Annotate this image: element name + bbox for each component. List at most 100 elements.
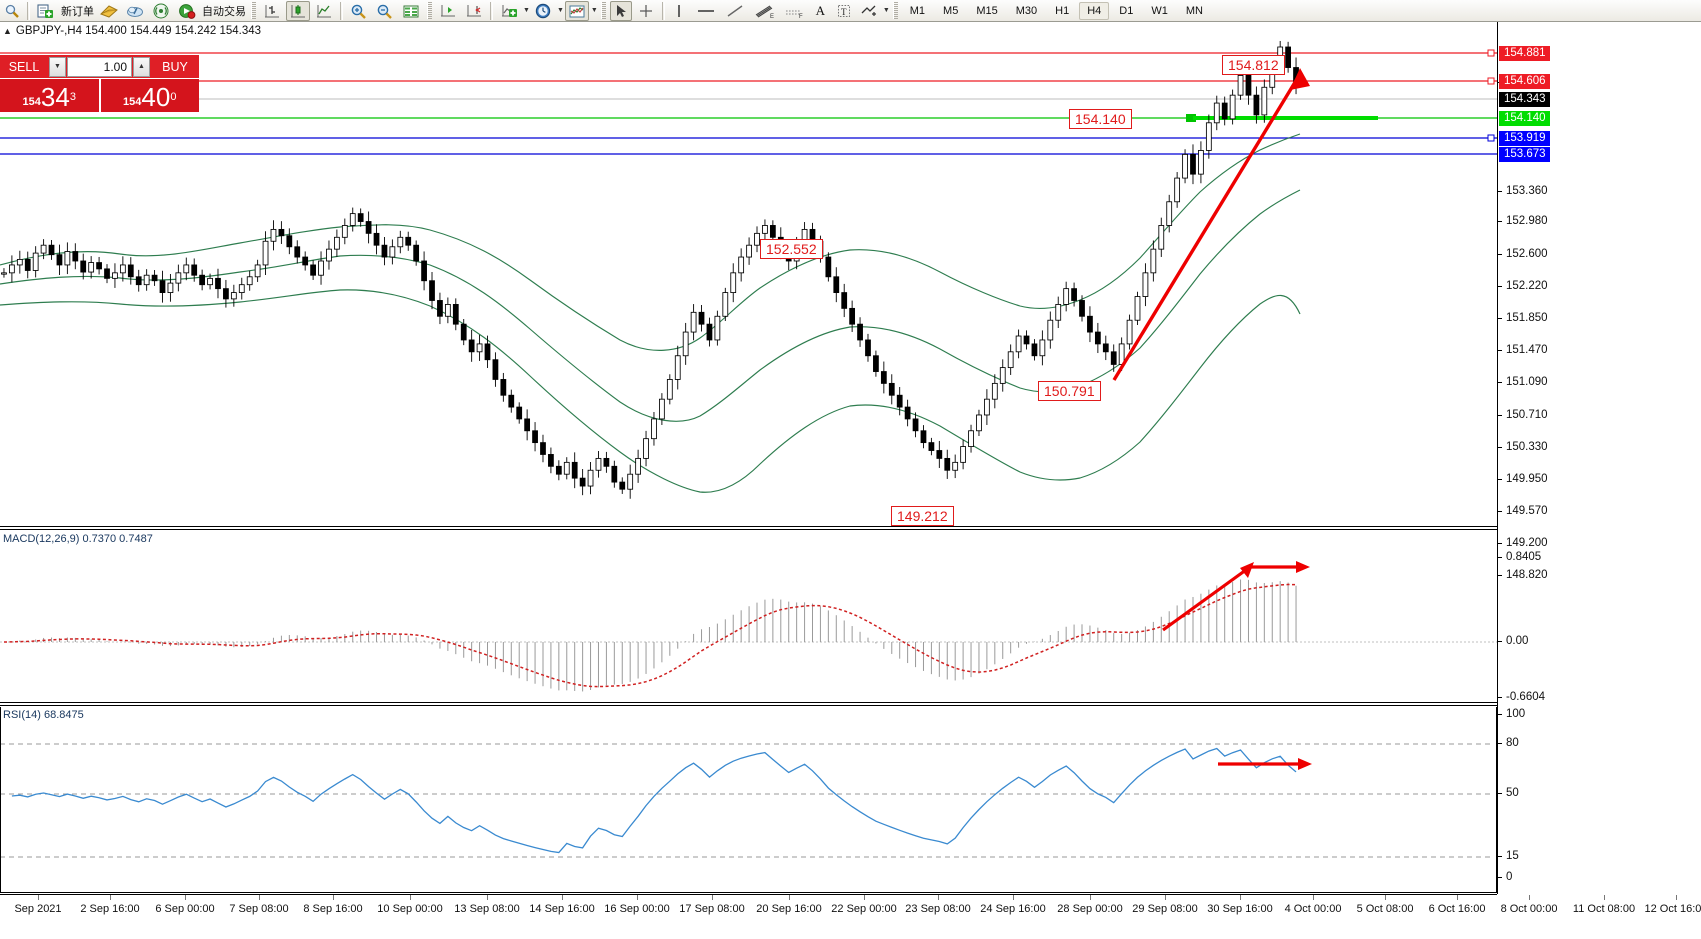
auto-scroll-icon[interactable] <box>462 1 486 21</box>
signal-icon[interactable] <box>149 1 173 21</box>
toolbar-grip[interactable] <box>892 2 898 19</box>
macd-trend-arrow-head-1 <box>1240 562 1254 578</box>
timeframe-m15[interactable]: M15 <box>976 4 998 17</box>
time-axis-gridmark <box>410 895 411 900</box>
timeframe-d1[interactable]: D1 <box>1119 4 1134 17</box>
volume-stepper[interactable]: ▼ 1.00 ▲ <box>48 55 151 79</box>
sell-button[interactable]: SELL <box>0 55 48 79</box>
volume-input[interactable]: 1.00 <box>67 56 132 77</box>
volume-increment-icon[interactable]: ▲ <box>133 56 150 77</box>
chart-area[interactable]: ▲ GBPJPY-,H4 154.400 154.449 154.242 154… <box>0 22 1701 939</box>
macd-axis-tick: 0.00 <box>1498 635 1528 647</box>
text-icon[interactable]: A <box>815 2 825 18</box>
indicators-icon[interactable] <box>497 1 521 21</box>
bollinger-upper-band <box>0 133 1301 351</box>
new-order-icon[interactable] <box>34 1 58 21</box>
timeframe-m5[interactable]: M5 <box>943 4 959 17</box>
chevron-down-icon[interactable]: ▼ <box>590 7 598 14</box>
time-axis-gridmark <box>1529 895 1530 900</box>
toolbar-grip[interactable] <box>427 2 432 19</box>
trendline-icon[interactable] <box>722 1 748 21</box>
annotation-154140[interactable]: 154.140 <box>1069 109 1132 129</box>
chevron-down-icon[interactable]: ▼ <box>556 7 564 14</box>
current-price-154343[interactable]: 154.343 <box>1499 92 1550 107</box>
time-axis-label: 2 Sep 16:00 <box>80 903 140 915</box>
magnifier-icon[interactable] <box>1 1 23 21</box>
time-axis-gridmark <box>1604 895 1605 900</box>
timeframe-mn[interactable]: MN <box>1185 4 1203 17</box>
time-axis-gridmark <box>38 895 39 900</box>
order-level-154881[interactable]: 154.881 <box>1499 46 1550 61</box>
price-axis[interactable]: 154.500153.360152.980152.600152.220151.8… <box>1497 22 1701 894</box>
timeframe-w1[interactable]: W1 <box>1151 4 1168 17</box>
time-axis-gridmark <box>712 895 713 900</box>
book-icon[interactable] <box>97 1 121 21</box>
annotation-150791[interactable]: 150.791 <box>1038 381 1101 401</box>
time-axis-gridmark <box>1676 895 1677 900</box>
annotation-152552[interactable]: 152.552 <box>760 239 823 259</box>
svg-text:E: E <box>770 14 774 19</box>
text-label-icon[interactable]: T <box>833 1 855 21</box>
objects-icon[interactable] <box>857 1 881 21</box>
fibonacci-icon[interactable]: E <box>750 1 778 21</box>
chevron-down-icon[interactable]: ▼ <box>882 7 890 14</box>
trend-arrow-line <box>1112 73 1302 381</box>
templates-icon[interactable] <box>564 0 589 21</box>
sell-price-display[interactable]: 154 34 3 <box>0 79 99 112</box>
price-axis-tick: 151.470 <box>1498 344 1548 356</box>
macd-trend-arrow-1 <box>1162 565 1251 632</box>
macd-pane[interactable]: MACD(12,26,9) 0.7370 0.7487 <box>0 530 1497 702</box>
timeframe-h1[interactable]: H1 <box>1055 4 1070 17</box>
period-icon[interactable] <box>531 1 555 21</box>
rsi-axis-tick: 50 <box>1498 787 1519 799</box>
line-chart-icon[interactable] <box>312 1 336 21</box>
chart-shift-icon[interactable] <box>436 1 460 21</box>
horizontal-line-icon[interactable] <box>692 1 720 21</box>
time-axis-gridmark <box>1240 895 1241 900</box>
bar-chart-icon[interactable] <box>260 1 284 21</box>
order-level-153673[interactable]: 153.673 <box>1499 147 1550 162</box>
sell-price-main: 34 <box>40 82 70 112</box>
timeframe-m1[interactable]: M1 <box>909 4 926 17</box>
cloud-icon[interactable] <box>123 1 147 21</box>
annotation-154812[interactable]: 154.812 <box>1222 55 1285 75</box>
new-order-label[interactable]: 新订单 <box>61 5 94 18</box>
volume-decrement-icon[interactable]: ▼ <box>49 56 66 77</box>
time-axis-gridmark <box>110 895 111 900</box>
rsi-pane[interactable]: RSI(14) 68.8475 <box>0 706 1497 894</box>
buy-price-display[interactable]: 154 40 0 <box>98 79 199 112</box>
buy-button[interactable]: BUY <box>151 55 199 79</box>
timeframe-h4[interactable]: H4 <box>1079 1 1110 20</box>
price-pane[interactable]: 154.812 154.140 152.552 150.791 149.212 <box>0 22 1497 526</box>
price-axis-tick: 148.820 <box>1498 569 1548 581</box>
crosshair-icon[interactable] <box>634 1 658 21</box>
main-toolbar: 新订单 自动交易 <box>0 0 1701 22</box>
annotation-149212[interactable]: 149.212 <box>891 506 954 526</box>
collapse-arrow-icon[interactable]: ▲ <box>3 26 12 36</box>
timeframe-m30[interactable]: M30 <box>1015 4 1038 17</box>
equidistant-channel-icon[interactable]: F <box>780 1 808 21</box>
time-axis[interactable]: Sep 2021 2 Sep 16:00 6 Sep 00:00 7 Sep 08:0… <box>0 894 1701 939</box>
toolbar-grip[interactable] <box>600 2 606 19</box>
price-axis-tick: 152.220 <box>1498 280 1548 292</box>
time-axis-gridmark <box>1165 895 1166 900</box>
order-level-153919[interactable]: 153.919 <box>1499 131 1550 146</box>
time-axis-label: 22 Sep 00:00 <box>831 903 897 915</box>
time-axis-label: 5 Oct 08:00 <box>1356 903 1414 915</box>
zoom-out-icon[interactable] <box>373 1 397 21</box>
order-level-154606[interactable]: 154.606 <box>1499 74 1550 89</box>
chevron-down-icon[interactable]: ▼ <box>523 7 530 14</box>
time-axis-label: Sep 2021 <box>14 903 62 915</box>
zoom-in-icon[interactable] <box>347 1 371 21</box>
autotrading-icon[interactable] <box>175 1 199 21</box>
time-axis-label: 24 Sep 16:00 <box>980 903 1046 915</box>
vertical-line-icon[interactable] <box>669 1 690 21</box>
one-click-trading-panel[interactable]: SELL ▼ 1.00 ▲ BUY 154 34 3 154 40 0 <box>0 55 199 112</box>
order-level-154140[interactable]: 154.140 <box>1499 111 1550 126</box>
auto-trading-label[interactable]: 自动交易 <box>202 5 246 18</box>
candlestick-chart-icon[interactable] <box>286 0 310 21</box>
time-axis-label: 29 Sep 08:00 <box>1132 903 1198 915</box>
cursor-icon[interactable] <box>609 0 632 21</box>
data-window-icon[interactable] <box>399 1 423 21</box>
toolbar-grip[interactable] <box>251 2 256 19</box>
